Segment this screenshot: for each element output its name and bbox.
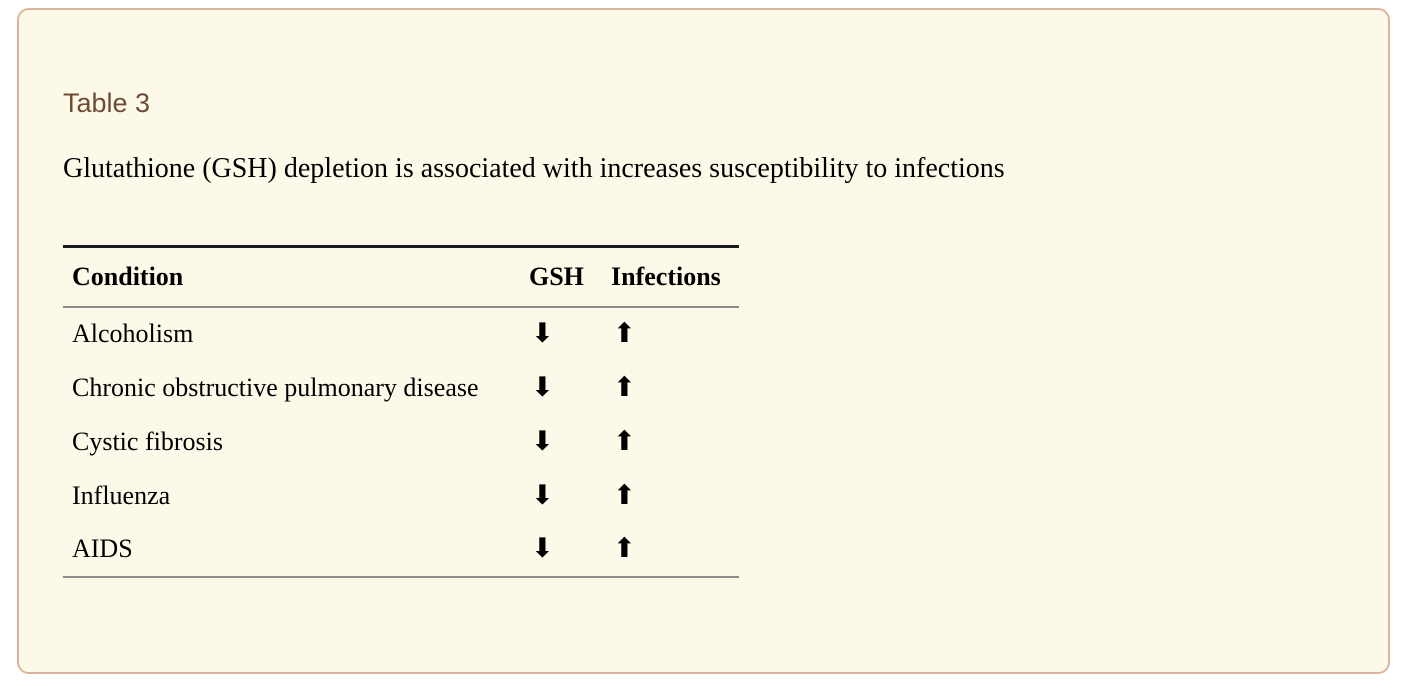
gsh-infections-table: Condition GSH Infections Alcoholism ⬇ ⬆ … xyxy=(63,245,739,578)
table-header-row: Condition GSH Infections xyxy=(63,246,739,308)
up-arrow-icon: ⬆ xyxy=(613,425,636,457)
table-label: Table 3 xyxy=(63,88,151,118)
content-card: Table 3 Glutathione (GSH) depletion is a… xyxy=(17,8,1390,674)
infections-cell: ⬆ xyxy=(611,361,739,415)
gsh-cell: ⬇ xyxy=(529,523,611,577)
down-arrow-icon: ⬇ xyxy=(531,533,554,564)
column-header-infections: Infections xyxy=(611,246,739,308)
infections-cell: ⬆ xyxy=(611,307,739,361)
table-caption: Glutathione (GSH) depletion is associate… xyxy=(63,153,1005,184)
infections-cell: ⬆ xyxy=(611,469,739,523)
gsh-cell: ⬇ xyxy=(529,361,611,415)
infections-cell: ⬆ xyxy=(611,523,739,577)
table-row: Influenza ⬇ ⬆ xyxy=(63,469,739,523)
gsh-cell: ⬇ xyxy=(529,415,611,469)
column-header-condition: Condition xyxy=(63,246,529,308)
table-row: Alcoholism ⬇ ⬆ xyxy=(63,307,739,361)
condition-cell: Influenza xyxy=(72,480,171,510)
condition-cell: Chronic obstructive pulmonary disease xyxy=(72,372,479,402)
up-arrow-icon: ⬆ xyxy=(613,533,636,564)
table-row: Cystic fibrosis ⬇ ⬆ xyxy=(63,415,739,469)
down-arrow-icon: ⬇ xyxy=(531,318,554,349)
up-arrow-icon: ⬆ xyxy=(613,479,636,511)
up-arrow-icon: ⬆ xyxy=(613,318,636,349)
condition-cell: Alcoholism xyxy=(72,319,194,348)
condition-cell: AIDS xyxy=(72,534,133,563)
gsh-cell: ⬇ xyxy=(529,307,611,361)
down-arrow-icon: ⬇ xyxy=(531,479,554,511)
infections-cell: ⬆ xyxy=(611,415,739,469)
card-content: Table 3 Glutathione (GSH) depletion is a… xyxy=(19,10,1388,578)
column-header-gsh: GSH xyxy=(529,246,611,308)
table-row: Chronic obstructive pulmonary disease ⬇ … xyxy=(63,361,739,415)
up-arrow-icon: ⬆ xyxy=(613,371,636,403)
down-arrow-icon: ⬇ xyxy=(531,371,554,403)
down-arrow-icon: ⬇ xyxy=(531,425,554,457)
table-row: AIDS ⬇ ⬆ xyxy=(63,523,739,577)
condition-cell: Cystic fibrosis xyxy=(72,426,223,456)
gsh-cell: ⬇ xyxy=(529,469,611,523)
